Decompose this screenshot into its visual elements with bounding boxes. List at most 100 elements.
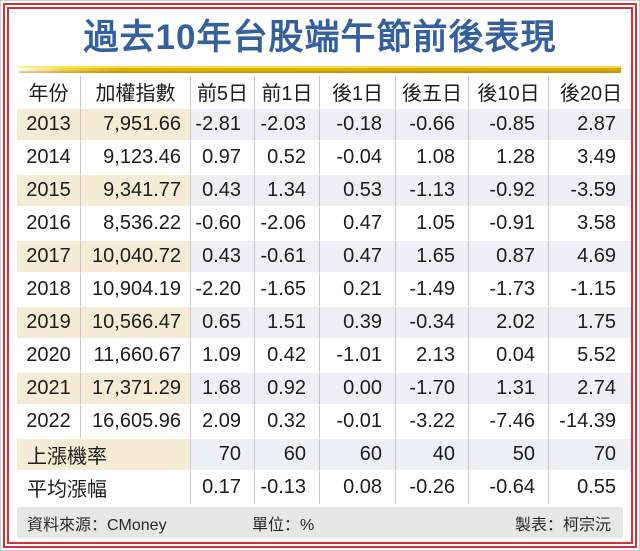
- value-cell: -3.59: [549, 175, 631, 208]
- column-header-after20: 後20日: [549, 76, 631, 109]
- value-cell: 0.39: [320, 307, 396, 340]
- value-cell: -1.15: [549, 274, 631, 307]
- value-cell: 0.55: [549, 472, 631, 505]
- value-cell: 0.47: [320, 208, 396, 241]
- value-cell: -0.01: [320, 406, 396, 439]
- value-cell: -0.66: [396, 109, 469, 142]
- value-cell: 70: [191, 439, 255, 472]
- index-cell: 9,341.77: [81, 175, 191, 208]
- year-cell: 2022: [17, 406, 81, 439]
- year-cell: 2020: [17, 340, 81, 373]
- value-cell: -0.18: [320, 109, 396, 142]
- value-cell: -0.60: [191, 208, 255, 241]
- value-cell: -0.13: [255, 472, 320, 505]
- summary-row-average-gain: 平均漲幅 0.17 -0.13 0.08 -0.26 -0.64 0.55: [17, 472, 631, 505]
- table-row-2022: 2022 16,605.96 2.09 0.32 -0.01 -3.22 -7.…: [17, 406, 631, 439]
- index-cell: 7,951.66: [81, 109, 191, 142]
- table-row-2014: 2014 9,123.46 0.97 0.52 -0.04 1.08 1.28 …: [17, 142, 631, 175]
- summary-label: 平均漲幅: [17, 472, 191, 505]
- year-cell: 2016: [17, 208, 81, 241]
- red-frame-inner: 過去10年台股端午節前後表現 年份 加權指數 前5日 前1日 後1日 後五日 後…: [7, 7, 633, 544]
- value-cell: 1.34: [255, 175, 320, 208]
- table-row-2013: 2013 7,951.66 -2.81 -2.03 -0.18 -0.66 -0…: [17, 109, 631, 142]
- gold-divider: [19, 66, 621, 73]
- column-header-index: 加權指數: [81, 76, 191, 109]
- credit-label: 製表：柯宗沅: [514, 516, 611, 534]
- value-cell: 3.49: [549, 142, 631, 175]
- value-cell: 0.04: [469, 340, 549, 373]
- value-cell: 0.97: [191, 142, 255, 175]
- value-cell: 60: [255, 439, 320, 472]
- value-cell: 0.00: [320, 373, 396, 406]
- page-title: 過去10年台股端午節前後表現: [83, 18, 557, 57]
- value-cell: 0.43: [191, 241, 255, 274]
- column-header-before1: 前1日: [255, 76, 320, 109]
- value-cell: 1.65: [396, 241, 469, 274]
- value-cell: -14.39: [549, 406, 631, 439]
- column-header-after10: 後10日: [469, 76, 549, 109]
- value-cell: -0.91: [469, 208, 549, 241]
- year-cell: 2015: [17, 175, 81, 208]
- value-cell: 5.52: [549, 340, 631, 373]
- value-cell: -2.06: [255, 208, 320, 241]
- table-row-2018: 2018 10,904.19 -2.20 -1.65 0.21 -1.49 -1…: [17, 274, 631, 307]
- column-header-before5: 前5日: [191, 76, 255, 109]
- year-cell: 2019: [17, 307, 81, 340]
- year-cell: 2013: [17, 109, 81, 142]
- index-cell: 10,566.47: [81, 307, 191, 340]
- value-cell: 40: [396, 439, 469, 472]
- value-cell: 2.13: [396, 340, 469, 373]
- value-cell: 2.02: [469, 307, 549, 340]
- value-cell: 0.65: [191, 307, 255, 340]
- index-cell: 17,371.29: [81, 373, 191, 406]
- index-cell: 8,536.22: [81, 208, 191, 241]
- index-cell: 9,123.46: [81, 142, 191, 175]
- table-row-2021: 2021 17,371.29 1.68 0.92 0.00 -1.70 1.31…: [17, 373, 631, 406]
- value-cell: 0.43: [191, 175, 255, 208]
- value-cell: -1.65: [255, 274, 320, 307]
- value-cell: -0.92: [469, 175, 549, 208]
- value-cell: -1.70: [396, 373, 469, 406]
- value-cell: 2.87: [549, 109, 631, 142]
- value-cell: 0.32: [255, 406, 320, 439]
- value-cell: 0.08: [320, 472, 396, 505]
- value-cell: -2.20: [191, 274, 255, 307]
- value-cell: -0.64: [469, 472, 549, 505]
- index-cell: 10,040.72: [81, 241, 191, 274]
- value-cell: 60: [320, 439, 396, 472]
- value-cell: -1.13: [396, 175, 469, 208]
- value-cell: 0.17: [191, 472, 255, 505]
- year-cell: 2021: [17, 373, 81, 406]
- value-cell: 4.69: [549, 241, 631, 274]
- data-source-label: 資料來源：CMoney: [27, 516, 167, 534]
- value-cell: 0.87: [469, 241, 549, 274]
- value-cell: -2.03: [255, 109, 320, 142]
- index-cell: 11,660.67: [81, 340, 191, 373]
- value-cell: 0.21: [320, 274, 396, 307]
- value-cell: -3.22: [396, 406, 469, 439]
- table-row-2020: 2020 11,660.67 1.09 0.42 -1.01 2.13 0.04…: [17, 340, 631, 373]
- value-cell: 2.74: [549, 373, 631, 406]
- value-cell: 2.09: [191, 406, 255, 439]
- value-cell: 1.09: [191, 340, 255, 373]
- value-cell: 1.31: [469, 373, 549, 406]
- header-row: 年份 加權指數 前5日 前1日 後1日 後五日 後10日 後20日: [17, 76, 631, 109]
- value-cell: 0.47: [320, 241, 396, 274]
- value-cell: 1.68: [191, 373, 255, 406]
- value-cell: 0.53: [320, 175, 396, 208]
- source-bar: 資料來源：CMoney 單位：% 製表：柯宗沅: [17, 507, 623, 538]
- value-cell: -1.01: [320, 340, 396, 373]
- value-cell: 1.08: [396, 142, 469, 175]
- value-cell: 3.58: [549, 208, 631, 241]
- value-cell: -1.73: [469, 274, 549, 307]
- value-cell: 1.05: [396, 208, 469, 241]
- year-cell: 2014: [17, 142, 81, 175]
- index-cell: 10,904.19: [81, 274, 191, 307]
- table-row-2016: 2016 8,536.22 -0.60 -2.06 0.47 1.05 -0.9…: [17, 208, 631, 241]
- value-cell: 50: [469, 439, 549, 472]
- value-cell: -0.26: [396, 472, 469, 505]
- value-cell: -2.81: [191, 109, 255, 142]
- value-cell: 0.52: [255, 142, 320, 175]
- table-row-2017: 2017 10,040.72 0.43 -0.61 0.47 1.65 0.87…: [17, 241, 631, 274]
